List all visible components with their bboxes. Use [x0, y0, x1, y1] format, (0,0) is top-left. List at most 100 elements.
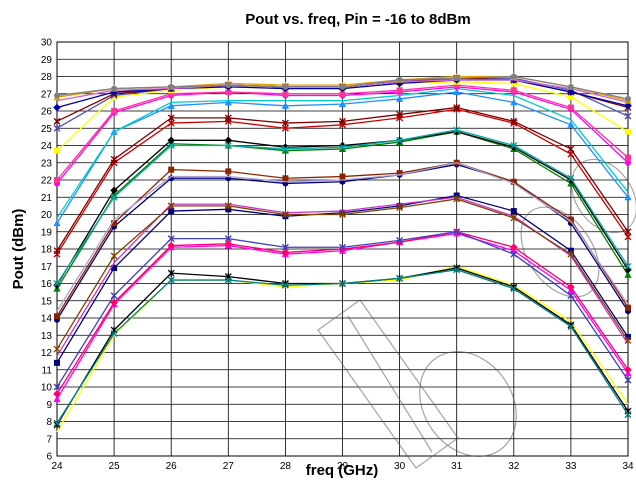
data-point — [110, 186, 118, 195]
data-point — [110, 155, 118, 163]
data-point — [224, 276, 232, 284]
data-point — [624, 336, 632, 345]
y-tick-label: 22 — [41, 176, 53, 187]
data-point — [625, 95, 631, 102]
data-point — [396, 204, 404, 212]
data-point — [167, 102, 175, 109]
data-point — [53, 247, 61, 255]
data-point — [624, 376, 632, 384]
x-axis-label: freq (GHz) — [306, 462, 379, 479]
data-point — [281, 210, 289, 219]
y-tick-label: 25 — [41, 124, 53, 135]
data-point — [567, 250, 575, 258]
series-11 — [54, 159, 631, 320]
data-point — [453, 75, 460, 82]
data-point — [167, 114, 175, 122]
data-point — [53, 390, 61, 398]
data-point — [53, 383, 61, 391]
x-tick-label: 27 — [223, 461, 235, 472]
data-point — [54, 147, 60, 154]
data-point — [567, 174, 575, 182]
data-point — [224, 240, 233, 248]
y-tick-label: 21 — [41, 193, 53, 204]
series-6 — [53, 228, 632, 391]
data-point — [281, 281, 289, 289]
data-point — [282, 90, 289, 97]
x-tick-label: 32 — [508, 461, 520, 472]
data-point — [339, 210, 346, 219]
data-point — [225, 168, 232, 175]
y-tick-label: 19 — [41, 227, 53, 238]
data-point — [339, 280, 346, 287]
data-point — [54, 313, 60, 320]
data-point — [53, 281, 61, 290]
data-point — [54, 177, 60, 183]
y-tick-label: 8 — [46, 417, 52, 428]
data-point — [225, 82, 232, 89]
series-line — [56, 162, 629, 312]
data-point — [224, 114, 232, 122]
y-axis-label: Pout (dBm) — [10, 209, 27, 290]
series-17 — [53, 103, 632, 255]
data-point — [168, 208, 175, 215]
data-point — [54, 92, 60, 99]
y-tick-label: 11 — [42, 365, 53, 376]
data-point — [510, 178, 517, 185]
data-point — [111, 85, 118, 92]
data-point — [396, 236, 404, 244]
y-tick-label: 15 — [41, 296, 53, 307]
data-point — [567, 145, 575, 153]
data-point — [396, 87, 403, 94]
data-point — [282, 83, 289, 90]
data-point — [53, 345, 61, 353]
data-point — [110, 298, 118, 307]
data-point — [111, 94, 118, 101]
series-15 — [53, 126, 632, 287]
data-point — [396, 274, 404, 282]
data-point — [168, 83, 175, 90]
data-point — [224, 136, 233, 145]
data-point — [453, 228, 461, 236]
data-point — [111, 264, 118, 271]
data-point — [510, 214, 518, 222]
data-point — [338, 100, 347, 108]
data-point — [224, 235, 232, 243]
y-tick-label: 23 — [41, 158, 53, 169]
data-point — [624, 365, 632, 374]
y-axis-ticks: 6 7 8 9 10 11 12 13 14 15 16 17 18 19 20 21 22 23 24 25 26 27… — [41, 38, 53, 463]
series-21 — [54, 82, 631, 183]
data-point — [167, 241, 175, 250]
data-point — [624, 411, 632, 419]
data-point — [453, 82, 460, 89]
data-point — [224, 142, 232, 149]
data-point — [510, 208, 517, 215]
data-point — [625, 304, 631, 311]
series-group — [53, 72, 632, 433]
y-tick-label: 13 — [41, 331, 53, 342]
data-point — [167, 142, 175, 149]
y-tick-label: 29 — [41, 55, 53, 66]
data-point — [281, 145, 289, 153]
data-point — [54, 359, 60, 366]
data-point — [53, 117, 61, 125]
data-point — [396, 76, 403, 83]
data-point — [167, 276, 175, 284]
data-point — [567, 283, 575, 291]
y-tick-label: 20 — [41, 210, 53, 221]
y-tick-label: 28 — [41, 72, 53, 83]
data-point — [624, 102, 632, 110]
data-point — [53, 219, 61, 227]
data-point — [510, 117, 518, 125]
data-point — [53, 124, 61, 132]
x-tick-label: 31 — [451, 461, 463, 472]
data-point — [110, 330, 118, 338]
data-point — [53, 103, 61, 112]
data-point — [167, 269, 175, 277]
y-tick-label: 30 — [41, 38, 53, 49]
x-tick-label: 24 — [51, 461, 63, 472]
data-point — [225, 89, 232, 96]
data-point — [396, 95, 404, 102]
data-point — [281, 124, 289, 132]
data-point — [282, 175, 289, 182]
